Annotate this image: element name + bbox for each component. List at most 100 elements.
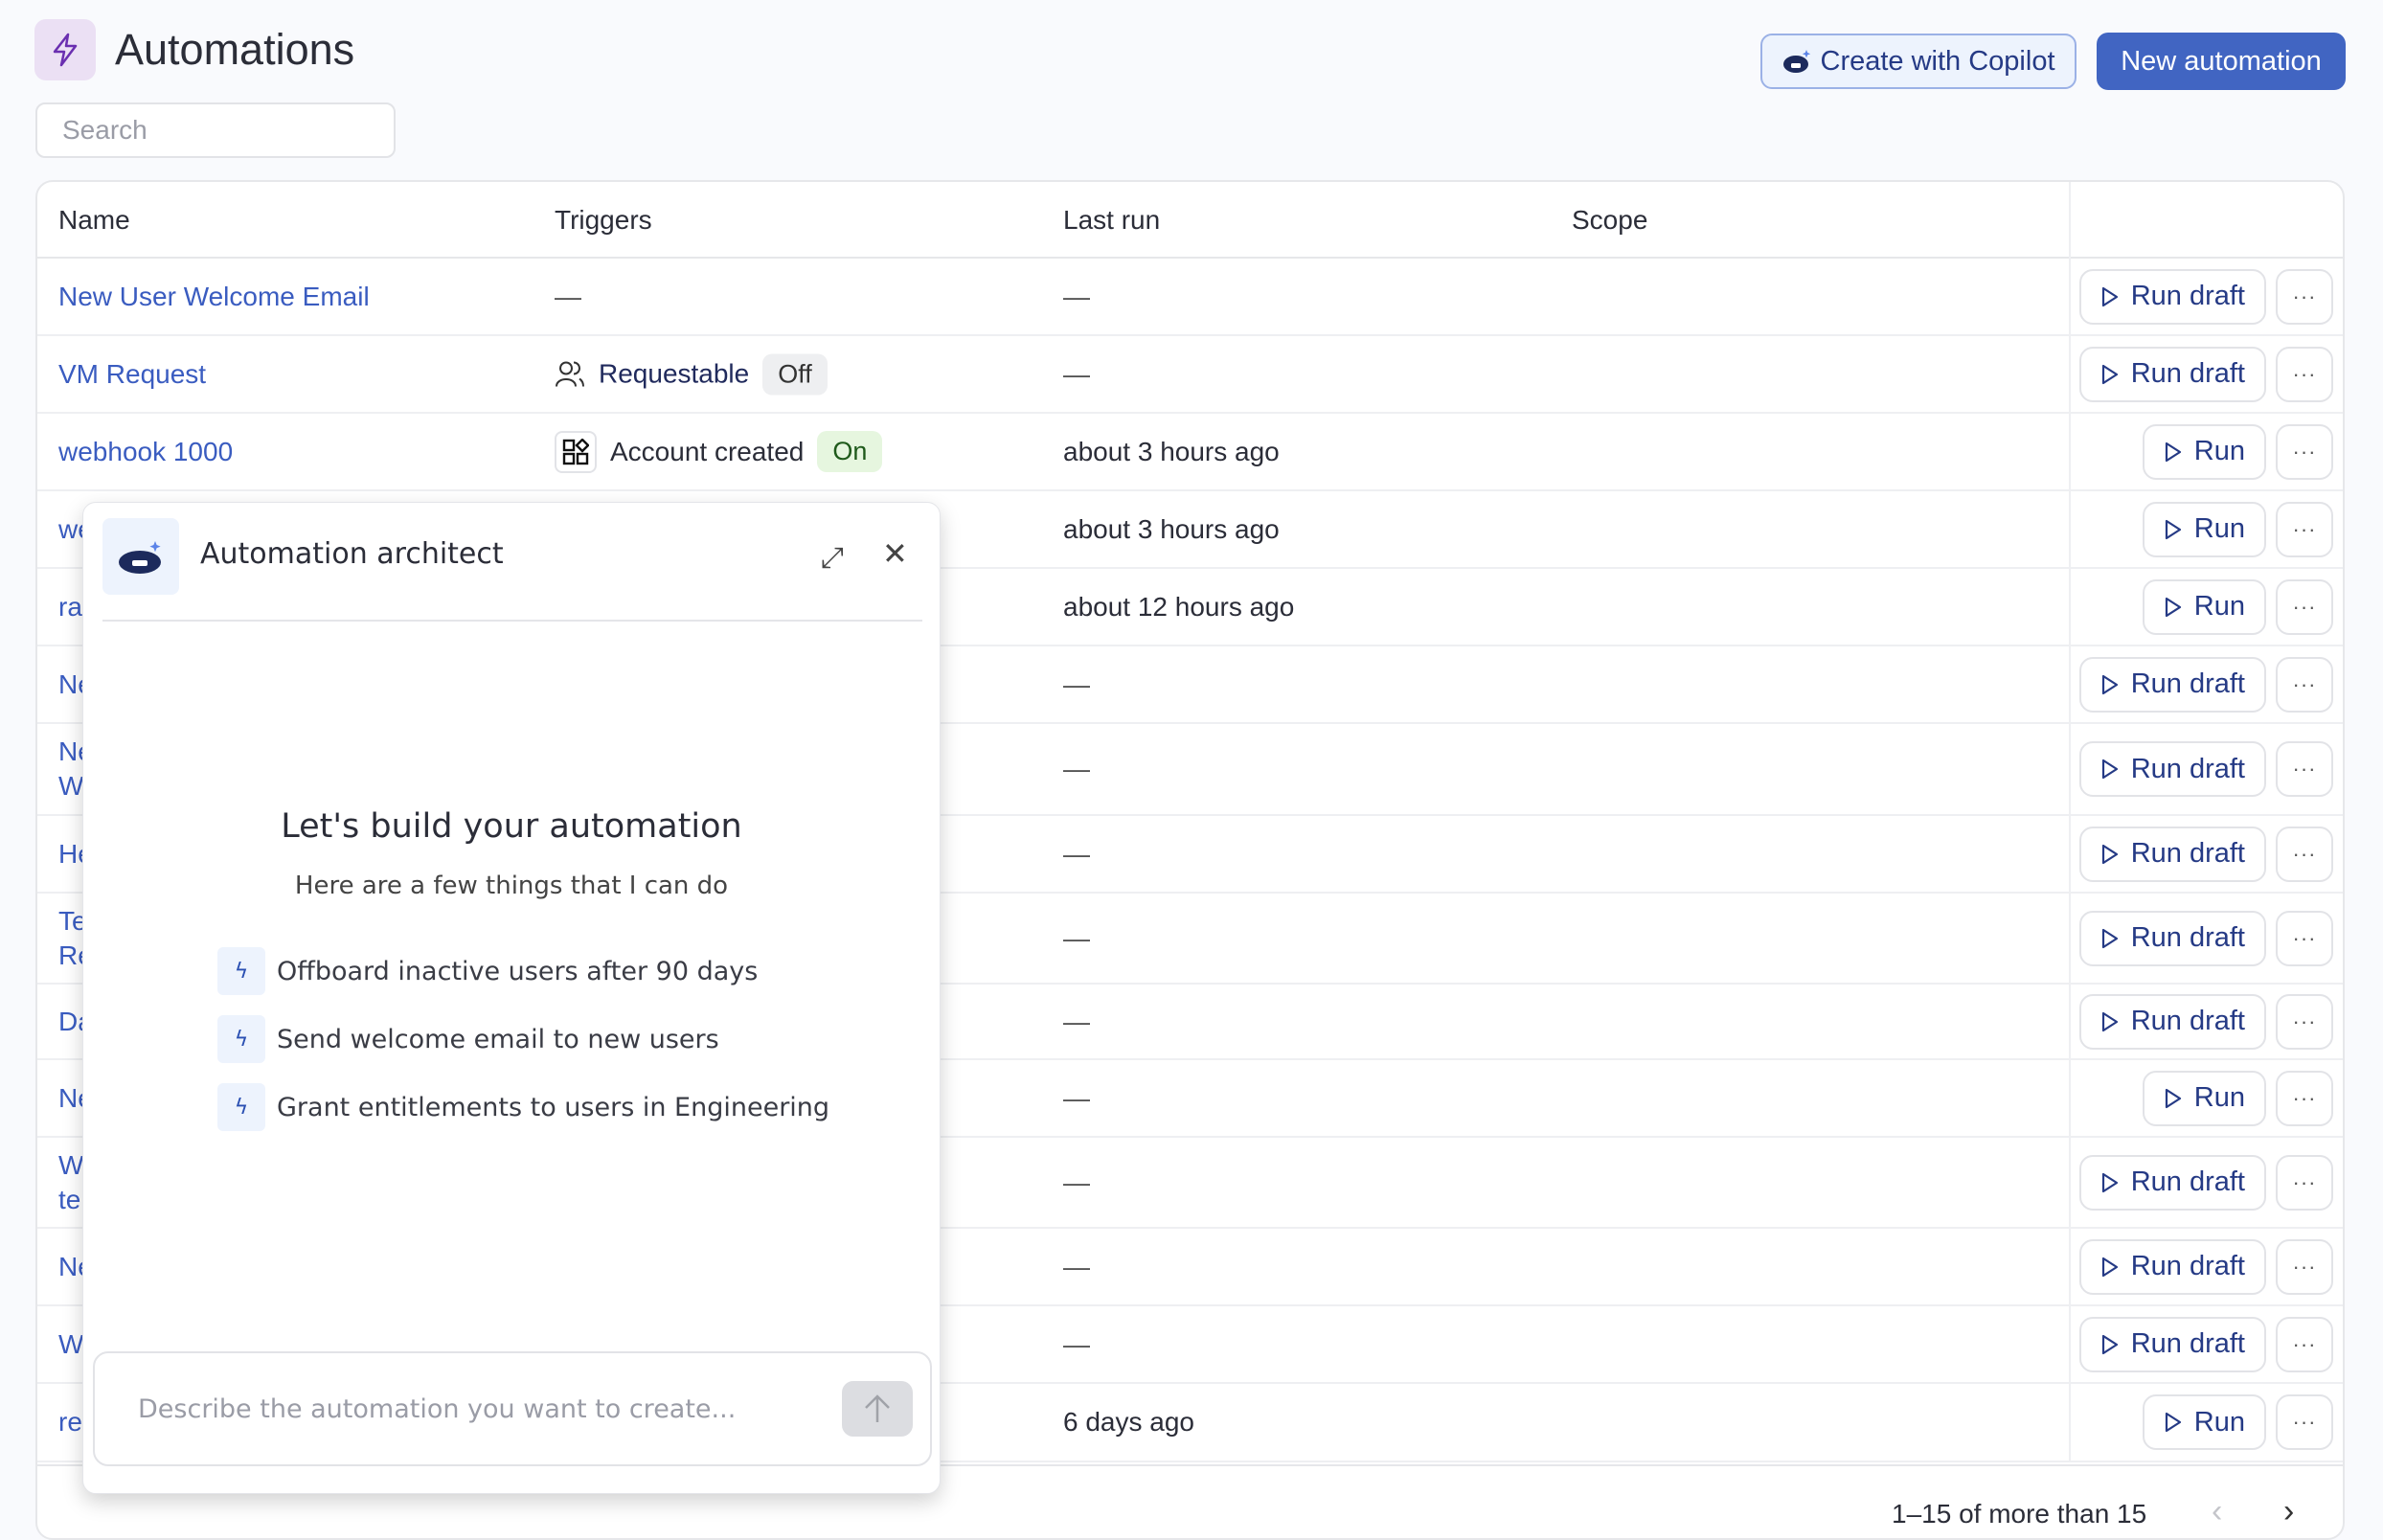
column-scope[interactable]: Scope [1572, 205, 1648, 235]
column-name[interactable]: Name [58, 205, 130, 235]
more-options-button[interactable]: ··· [2276, 741, 2333, 797]
more-options-button[interactable]: ··· [2276, 501, 2333, 557]
automation-name-link[interactable]: VM Request [58, 358, 207, 389]
lightning-icon: ϟ [217, 1015, 265, 1063]
table-row: Ne — Run draft ··· [37, 646, 2343, 724]
more-options-button[interactable]: ··· [2276, 1070, 2333, 1126]
dialog-subheading: Here are a few things that I can do [294, 872, 729, 900]
triggers-cell: Requestable Off [555, 353, 828, 395]
run-button[interactable]: Run [2142, 501, 2266, 557]
next-page-button[interactable]: › [2283, 1493, 2295, 1529]
run-button[interactable]: Run [2142, 578, 2266, 635]
more-options-button[interactable]: ··· [2276, 910, 2333, 966]
column-last-run[interactable]: Last run [1063, 205, 1161, 235]
play-icon [2165, 519, 2181, 539]
play-icon [2165, 1412, 2181, 1433]
more-options-button[interactable]: ··· [2276, 993, 2333, 1050]
run-draft-button[interactable]: Run draft [2078, 1154, 2266, 1211]
suggestion-item[interactable]: ϟ Offboard inactive users after 90 days [217, 947, 758, 995]
run-button[interactable]: Run [2142, 1070, 2266, 1126]
more-options-button[interactable]: ··· [2276, 1316, 2333, 1372]
automation-name-link[interactable]: ra [58, 591, 82, 622]
play-icon [2101, 1172, 2118, 1192]
run-draft-button[interactable]: Run draft [2078, 826, 2266, 882]
automation-name-link[interactable]: webhook 1000 [58, 436, 234, 466]
last-run-cell: — [1063, 668, 1090, 699]
last-run-cell: — [1063, 1328, 1090, 1359]
last-run-cell: — [1063, 1082, 1090, 1113]
table-row: re 6 days ago Run ··· [37, 1384, 2343, 1462]
last-run-cell: — [1063, 358, 1090, 389]
more-options-button[interactable]: ··· [2276, 1394, 2333, 1450]
play-icon [2101, 844, 2118, 864]
run-draft-button[interactable]: Run draft [2078, 656, 2266, 713]
play-icon [2101, 364, 2118, 384]
run-draft-button[interactable]: Run draft [2078, 346, 2266, 402]
last-run-cell: — [1063, 281, 1090, 311]
run-button[interactable]: Run [2142, 1394, 2266, 1450]
expand-icon[interactable]: ⤢ [821, 541, 844, 575]
table-header: Name Triggers Last run Scope [37, 182, 2343, 259]
pagination-text: 1–15 of more than 15 [1892, 1499, 2147, 1529]
play-icon [2101, 1334, 2118, 1354]
play-icon [2101, 674, 2118, 694]
new-automation-button[interactable]: New automation [2097, 33, 2346, 90]
more-options-button[interactable]: ··· [2276, 1154, 2333, 1211]
run-draft-button[interactable]: Run draft [2078, 993, 2266, 1050]
lightning-icon: ϟ [217, 947, 265, 995]
dialog-title: Automation architect [200, 537, 504, 571]
triggers-cell: — [555, 281, 581, 311]
run-button[interactable]: Run [2142, 423, 2266, 480]
dialog-heading: Let's build your automation [281, 807, 742, 846]
table-row: webhook 1000 Account created On about 3 hou… [37, 414, 2343, 491]
run-draft-button[interactable]: Run draft [2078, 1316, 2266, 1372]
automation-architect-dialog: Automation architect ⤢ ✕ Let's build you… [82, 502, 941, 1494]
last-run-cell: about 12 hours ago [1063, 591, 1295, 622]
last-run-cell: — [1063, 754, 1090, 783]
run-draft-button[interactable]: Run draft [2078, 741, 2266, 797]
table-row: ra about 12 hours ago Run ··· [37, 569, 2343, 646]
prompt-field[interactable] [93, 1351, 932, 1466]
more-options-button[interactable]: ··· [2276, 826, 2333, 882]
close-icon[interactable]: ✕ [882, 535, 908, 572]
play-icon [2165, 1088, 2181, 1108]
more-options-button[interactable]: ··· [2276, 578, 2333, 635]
arrow-up-icon [865, 1394, 890, 1422]
more-options-button[interactable]: ··· [2276, 423, 2333, 480]
table-row: VM Request Requestable Off — Run draft ··· [37, 336, 2343, 414]
last-run-cell: — [1063, 1251, 1090, 1281]
table-row: New User Welcome Email — — Run draft ··· [37, 259, 2343, 336]
automation-name-link[interactable]: W [58, 1328, 84, 1359]
play-icon [2101, 759, 2118, 780]
prompt-input[interactable] [138, 1393, 842, 1424]
copilot-avatar-icon [102, 518, 179, 595]
more-options-button[interactable]: ··· [2276, 656, 2333, 713]
play-icon [2165, 442, 2181, 462]
run-draft-button[interactable]: Run draft [2078, 268, 2266, 325]
more-options-button[interactable]: ··· [2276, 346, 2333, 402]
previous-page-button[interactable]: ‹ [2212, 1493, 2223, 1529]
page-title: Automations [115, 25, 355, 74]
run-draft-button[interactable]: Run draft [2078, 1238, 2266, 1295]
last-run-cell: 6 days ago [1063, 1407, 1194, 1437]
play-icon [2101, 928, 2118, 948]
search-field[interactable] [35, 102, 408, 158]
more-options-button[interactable]: ··· [2276, 1238, 2333, 1295]
column-triggers[interactable]: Triggers [555, 205, 652, 235]
last-run-cell: — [1063, 922, 1090, 953]
status-badge: On [817, 431, 883, 472]
more-options-button[interactable]: ··· [2276, 268, 2333, 325]
suggestion-item[interactable]: ϟ Grant entitlements to users in Engineer… [217, 1083, 829, 1131]
automation-name-link[interactable]: New User Welcome Email [58, 281, 370, 311]
send-button[interactable] [842, 1381, 913, 1437]
column-divider [2069, 182, 2071, 1462]
automation-name-link[interactable]: re [58, 1407, 82, 1437]
lightning-icon: ϟ [217, 1083, 265, 1131]
search-input[interactable] [62, 115, 408, 146]
table-row: W — Run draft ··· [37, 1306, 2343, 1384]
suggestion-item[interactable]: ϟ Send welcome email to new users [217, 1015, 719, 1063]
users-icon [556, 361, 584, 387]
create-with-copilot-button[interactable]: Create with Copilot [1760, 34, 2077, 89]
run-draft-button[interactable]: Run draft [2078, 910, 2266, 966]
